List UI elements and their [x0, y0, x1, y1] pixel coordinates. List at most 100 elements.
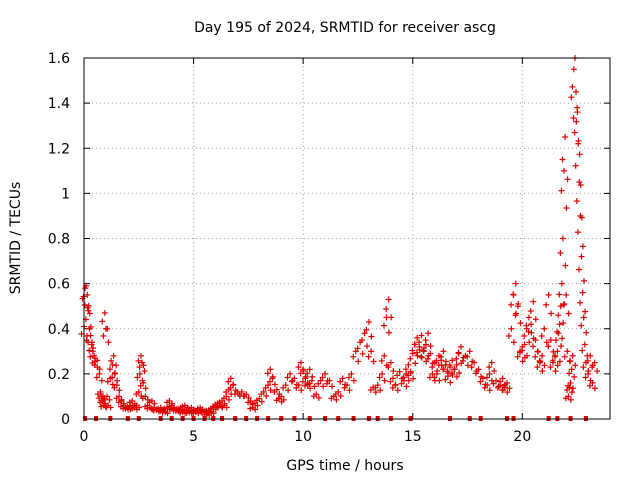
data-point: [569, 83, 576, 90]
data-point: [383, 305, 390, 312]
data-point: [497, 378, 504, 385]
data-point: [552, 368, 559, 375]
data-point: [98, 377, 105, 384]
data-point: [549, 357, 556, 364]
data-point: [581, 277, 588, 284]
data-point: [575, 140, 582, 147]
data-point: [315, 380, 322, 387]
data-point: [555, 330, 562, 337]
data-point: [524, 352, 531, 359]
data-point: [302, 382, 309, 389]
data-point: [109, 374, 116, 381]
data-point: [364, 343, 371, 350]
data-point: [453, 355, 460, 362]
x-tick-label: 0: [80, 429, 89, 445]
data-point: [110, 352, 117, 359]
data-point: [591, 385, 598, 392]
data-point: [142, 385, 149, 392]
data-point: [407, 355, 414, 362]
data-point: [93, 374, 100, 381]
x-axis-label: GPS time / hours: [286, 458, 403, 474]
data-point: [287, 370, 294, 377]
data-point: [346, 387, 353, 394]
data-point: [405, 361, 412, 368]
data-point: [333, 396, 340, 403]
data-point: [409, 347, 416, 354]
data-point: [381, 352, 388, 359]
data-point: [560, 167, 567, 174]
data-point: [541, 325, 548, 332]
data-point: [216, 399, 223, 406]
data-point: [390, 368, 397, 375]
data-point: [580, 314, 587, 321]
data-point: [427, 343, 434, 350]
data-point: [512, 280, 519, 287]
data-point: [570, 66, 577, 73]
data-point: [490, 380, 497, 387]
data-point: [572, 162, 579, 169]
data-point: [488, 359, 495, 366]
data-point: [559, 235, 566, 242]
data-point: [368, 348, 375, 355]
data-point: [527, 308, 534, 315]
data-point: [376, 374, 383, 381]
y-tick-label: 1.2: [48, 141, 70, 157]
data-point: [446, 362, 453, 369]
data-point: [414, 334, 421, 341]
data-point: [372, 384, 379, 391]
data-point: [94, 357, 101, 364]
data-point: [266, 378, 273, 385]
chart-title: Day 195 of 2024, SRMTID for receiver asc…: [194, 20, 496, 36]
data-point: [106, 366, 113, 373]
data-point: [526, 339, 533, 346]
data-point: [133, 391, 140, 398]
data-point: [100, 332, 107, 339]
data-point: [586, 382, 593, 389]
data-point: [345, 374, 352, 381]
data-point: [494, 384, 501, 391]
data-point: [328, 395, 335, 402]
data-point: [115, 399, 122, 406]
data-point: [341, 384, 348, 391]
data-point: [317, 377, 324, 384]
data-point: [365, 318, 372, 325]
data-point: [225, 378, 232, 385]
data-point: [258, 398, 265, 405]
data-point: [390, 375, 397, 382]
data-point: [437, 353, 444, 360]
data-point: [565, 382, 572, 389]
data-point: [576, 151, 583, 158]
data-point: [578, 253, 585, 260]
data-point: [288, 378, 295, 385]
data-point: [569, 352, 576, 359]
data-point: [554, 348, 561, 355]
data-point: [304, 370, 311, 377]
data-point: [126, 399, 133, 406]
data-point: [104, 378, 111, 385]
data-point: [247, 405, 254, 412]
data-point: [365, 353, 372, 360]
data-point: [514, 303, 521, 310]
data-point: [557, 303, 564, 310]
data-point: [308, 377, 315, 384]
y-tick-label: 0.2: [48, 367, 70, 383]
data-point: [236, 391, 243, 398]
data-point: [499, 386, 506, 393]
data-point: [102, 403, 109, 410]
data-point: [136, 364, 143, 371]
data-point: [486, 387, 493, 394]
data-point: [396, 368, 403, 375]
data-point: [139, 395, 146, 402]
data-point: [359, 337, 366, 344]
data-point: [561, 300, 568, 307]
data-point: [440, 366, 447, 373]
data-point: [508, 325, 515, 332]
data-point: [570, 385, 577, 392]
data-point: [591, 359, 598, 366]
data-point: [468, 364, 475, 371]
data-point: [582, 308, 589, 315]
data-point: [424, 355, 431, 362]
data-point: [411, 341, 418, 348]
data-point: [528, 321, 535, 328]
y-tick-label: 0: [61, 412, 70, 428]
